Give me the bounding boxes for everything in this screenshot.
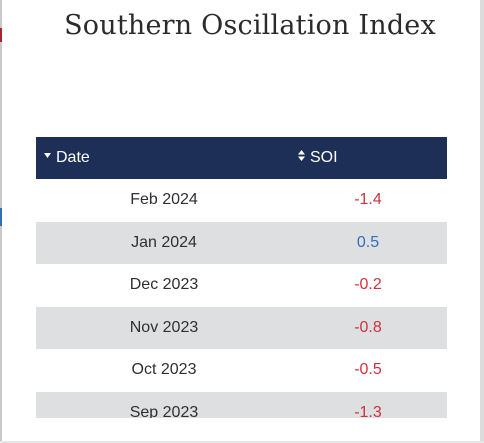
date-cell: Dec 2023: [129, 276, 199, 294]
table-row: Sep 2023 -1.3: [36, 391, 447, 418]
date-cell: Jan 2024: [131, 233, 197, 251]
soi-cell: -1.4: [354, 191, 382, 208]
table-body: Feb 2024 -1.4 Jan 2024 0.5 Dec 2023 -0.2 Nov 2…: [36, 179, 447, 418]
left-edge-mark: [0, 208, 2, 226]
caret-down-icon: [44, 153, 51, 159]
date-cell: Feb 2024: [130, 191, 198, 208]
scrollbar-track[interactable]: [480, 0, 484, 443]
soi-cell: -0.2: [354, 276, 382, 294]
table-header: Date SOI: [36, 137, 447, 179]
column-header-soi[interactable]: SOI: [298, 137, 338, 179]
left-edge-mark: [0, 28, 2, 42]
table-row: Nov 2023 -0.8: [36, 306, 447, 350]
soi-cell: -1.3: [354, 403, 382, 418]
table-row: Oct 2023 -0.5: [36, 349, 447, 392]
soi-table: Date SOI Feb 2024 -1.4 Jan 2024 0.5 Dec 2023…: [36, 137, 447, 418]
date-cell: Oct 2023: [131, 361, 197, 379]
soi-cell: 0.5: [356, 233, 380, 251]
page-title: Southern Oscillation Index: [64, 10, 436, 41]
date-cell: Nov 2023: [129, 318, 199, 336]
table-row: Dec 2023 -0.2: [36, 264, 447, 307]
soi-cell: -0.5: [354, 361, 382, 379]
column-header-label: Date: [56, 149, 90, 166]
table-row: Jan 2024 0.5: [36, 221, 447, 265]
date-cell: Sep 2023: [129, 403, 199, 418]
sort-updown-icon: [298, 150, 305, 162]
bottom-border: [0, 441, 484, 443]
column-header-label: SOI: [310, 149, 338, 166]
table-row: Feb 2024 -1.4: [36, 179, 447, 222]
soi-cell: -0.8: [354, 318, 382, 336]
column-header-date[interactable]: Date: [44, 137, 90, 179]
